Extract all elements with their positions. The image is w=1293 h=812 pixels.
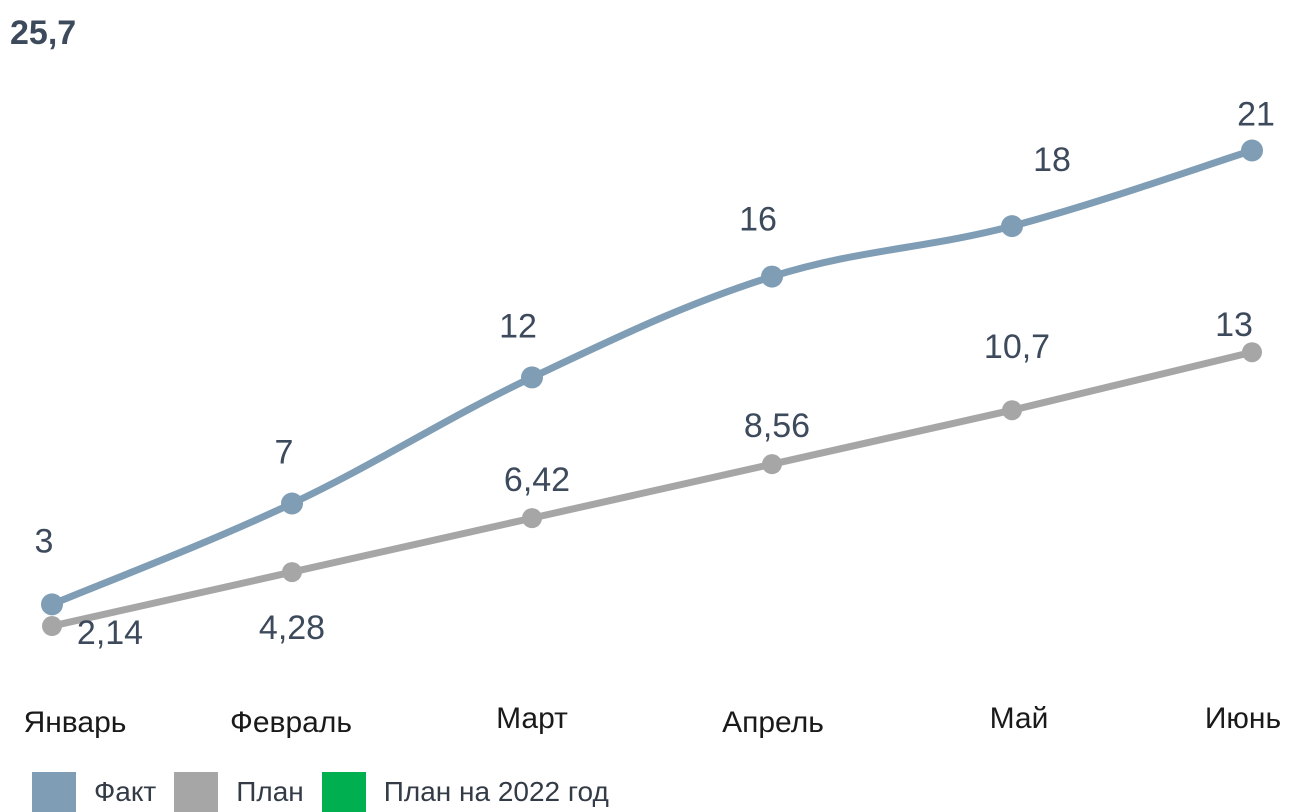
legend-item-plan-2022: План на 2022 год [321,772,609,812]
data-label-fact-2: 7 [275,434,294,472]
legend-item-fact: Факт [32,772,156,812]
data-point-plan-2 [282,562,302,583]
data-label-plan-2: 4,28 [259,609,325,647]
data-label-fact-3: 12 [499,307,537,345]
legend-swatch-plan [174,772,219,812]
data-label-fact-5: 18 [1033,141,1071,179]
data-point-fact-2 [281,492,303,515]
data-label-fact-4: 16 [739,201,777,239]
data-point-plan-6 [1242,342,1262,363]
series-line-fact [48,147,1256,608]
data-point-fact-6 [1241,139,1263,162]
x-tick-label-1: Январь [24,706,127,739]
data-point-fact-1 [41,593,63,616]
data-label-fact-6: 21 [1237,96,1275,134]
data-point-plan-5 [1002,400,1022,421]
legend-label-plan: План [236,776,304,807]
data-point-fact-5 [1001,215,1023,238]
data-label-plan-6: 13 [1215,306,1253,344]
x-tick-label-6: Июнь [1205,702,1281,735]
legend-item-plan: План [174,772,304,812]
line-chart: 2,14 4,28 6,42 8,56 10,7 13 3 7 12 16 18 21 Январь Фе… [24,96,1282,739]
legend-swatch-fact [32,772,76,812]
legend-label-plan-2022: План на 2022 год [383,776,609,807]
x-tick-label-2: Февраль [230,706,352,739]
legend-label-fact: Факт [94,776,157,807]
data-point-plan-1 [42,616,62,637]
y-axis-max-label: 25,7 [10,14,77,52]
data-point-plan-4 [762,454,782,475]
data-label-plan-1: 2,14 [77,614,143,652]
data-label-plan-3: 6,42 [504,461,570,499]
legend-swatch-plan-2022 [321,772,366,812]
x-tick-label-5: Май [990,702,1049,735]
data-label-plan-5: 10,7 [984,328,1050,366]
series-line-plan [48,348,1256,630]
legend: Факт План План на 2022 год [32,772,627,812]
data-point-fact-3 [521,366,543,389]
data-label-plan-4: 8,56 [744,407,810,445]
data-point-fact-4 [761,265,783,288]
data-point-plan-3 [522,508,542,529]
x-tick-label-3: Март [496,702,568,735]
data-label-fact-1: 3 [35,522,54,560]
x-tick-label-4: Апрель [722,706,824,739]
